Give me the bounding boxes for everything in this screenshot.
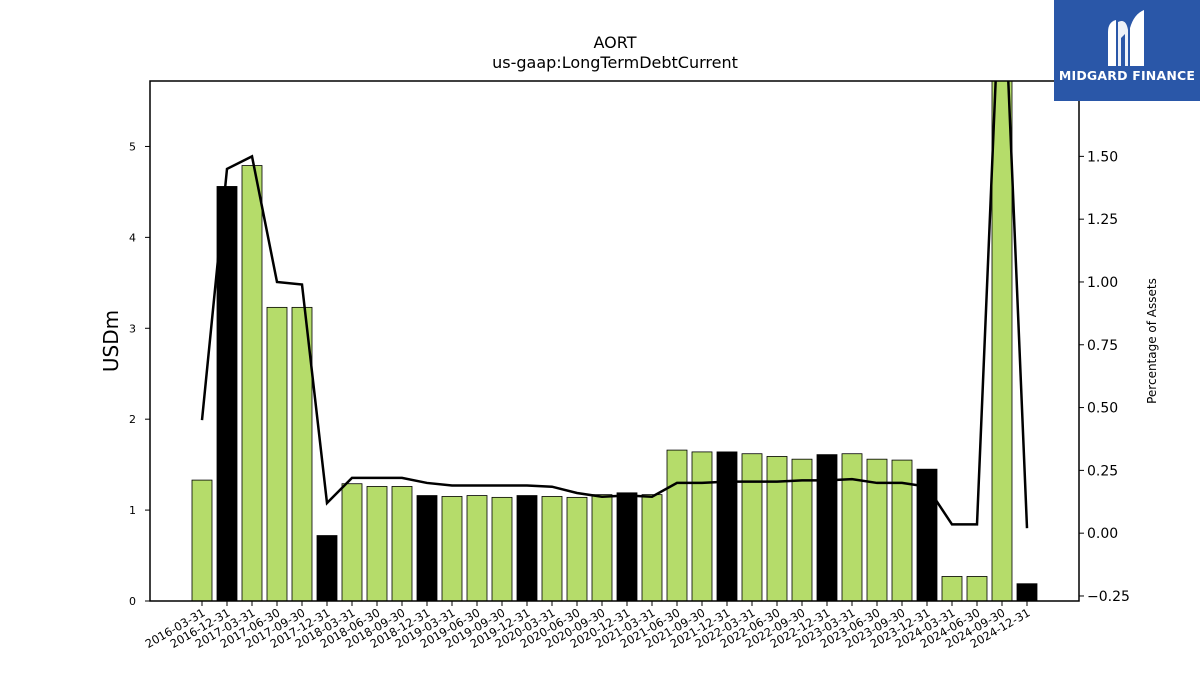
bar-2018-09-30 (391, 486, 413, 602)
bar-2021-12-31 (716, 451, 738, 602)
y2-tick-label: 0.25 (1087, 463, 1118, 479)
bar-2016-03-31 (191, 479, 213, 602)
y-axis-right: −0.25 0.00 0.25 0.50 0.75 1.00 1.25 1.50 (1079, 149, 1130, 605)
y-axis-label: USDm (99, 310, 123, 372)
y2-tick-label: 0.00 (1087, 526, 1118, 542)
bar-2022-12-31 (816, 454, 838, 602)
bar-2024-03-31 (941, 576, 963, 602)
y2-tick-label: −0.25 (1087, 589, 1130, 605)
bar-2018-03-31 (341, 483, 363, 602)
y2-tick-label: 0.75 (1087, 338, 1118, 354)
brand-logo-text: MIDGARD FINANCE (1058, 68, 1196, 83)
bar-2023-09-30 (891, 459, 913, 602)
y-tick-label: 2 (129, 413, 136, 426)
y-axis-left: 0 1 2 3 4 5 (129, 140, 150, 608)
bar-2020-03-31 (541, 496, 563, 602)
bar-2021-06-30 (666, 449, 688, 602)
chart-subtitle: us-gaap:LongTermDebtCurrent (492, 53, 738, 72)
bar-2022-03-31 (741, 453, 763, 602)
bar-2019-06-30 (466, 495, 488, 602)
plot-frame (149, 80, 1080, 602)
y-tick-label: 1 (129, 504, 136, 517)
bar-2024-06-30 (966, 576, 988, 602)
y-tick-label: 3 (129, 322, 136, 335)
y2-tick-label: 1.25 (1087, 212, 1118, 228)
bar-2023-06-30 (866, 458, 888, 602)
y2-axis-label: Percentage of Assets (1145, 278, 1159, 404)
bar-2020-09-30 (591, 494, 613, 602)
y2-tick-label: 0.50 (1087, 401, 1118, 417)
brand-logo: MIDGARD FINANCE (1054, 0, 1200, 101)
y-tick-label: 4 (129, 231, 136, 244)
bar-2024-09-30 (991, 80, 1013, 602)
bar-2018-12-31 (416, 495, 438, 602)
bar-2017-03-31 (241, 165, 263, 602)
bar-2024-12-31 (1016, 583, 1038, 602)
y-tick-label: 5 (129, 140, 136, 153)
bar-2017-06-30 (266, 306, 288, 602)
bar-2020-06-30 (566, 496, 588, 602)
bar-2020-12-31 (616, 492, 638, 602)
bar-2022-06-30 (766, 456, 788, 602)
bar-2023-03-31 (841, 453, 863, 602)
bar-2017-12-31 (316, 535, 338, 602)
bar-2021-03-31 (641, 494, 663, 602)
y2-tick-label: 1.50 (1087, 149, 1118, 165)
bar-2019-03-31 (441, 496, 463, 602)
x-axis: 2016-03-312016-12-312017-03-312017-06-30… (143, 601, 1033, 651)
bar-2019-12-31 (516, 495, 538, 602)
bars-group (191, 80, 1038, 602)
percentage-line (200, 81, 1029, 529)
chart-title: AORT (593, 33, 637, 52)
midgard-m-icon (1108, 10, 1144, 66)
y2-tick-label: 1.00 (1087, 275, 1118, 291)
y-tick-label: 0 (129, 595, 136, 608)
line-group (200, 81, 1029, 529)
bar-2021-09-30 (691, 451, 713, 602)
bar-2019-09-30 (491, 496, 513, 602)
bar-2018-06-30 (366, 486, 388, 602)
